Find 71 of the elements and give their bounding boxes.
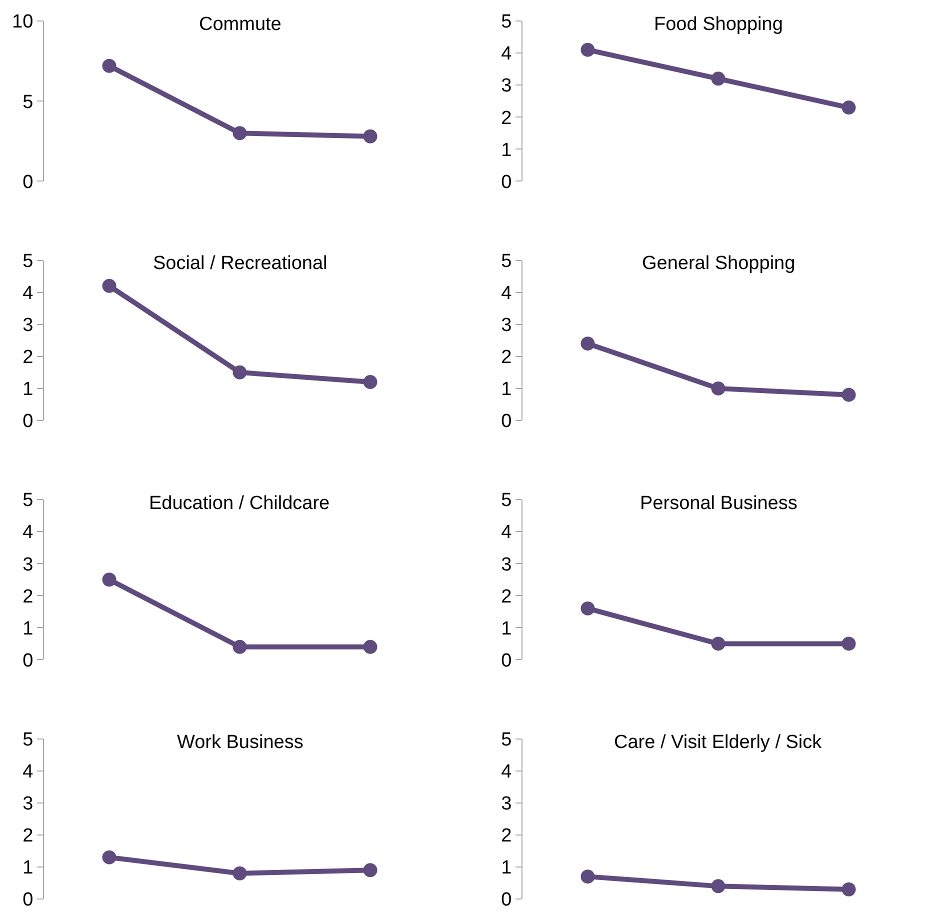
y-tick-label: 5 — [501, 250, 512, 272]
y-tick-label: 1 — [501, 858, 512, 879]
y-tick-label: 4 — [22, 522, 34, 544]
y-tick-label: 3 — [22, 794, 34, 815]
y-tick-label: 1 — [22, 618, 34, 640]
y-tick-label: 10 — [12, 12, 34, 33]
chart-title: General Shopping — [642, 253, 796, 274]
y-tick-label: 5 — [501, 729, 512, 750]
point — [102, 850, 116, 864]
point — [842, 882, 856, 896]
y-tick-label: 5 — [501, 12, 512, 33]
point — [363, 129, 378, 144]
chart-title: Commute — [199, 14, 282, 35]
y-tick-label: 2 — [22, 347, 34, 368]
y-tick-label: 5 — [501, 490, 512, 512]
y-tick-label: 4 — [22, 761, 34, 782]
point — [102, 58, 116, 73]
y-tick-label: 1 — [501, 618, 512, 640]
point — [711, 879, 726, 894]
point — [842, 100, 856, 115]
y-tick-label: 0 — [501, 650, 512, 672]
chart-title: Education / Childcare — [149, 493, 330, 514]
y-tick-label: 5 — [22, 92, 34, 113]
y-tick-label: 0 — [22, 411, 34, 432]
point — [232, 126, 247, 140]
y-tick-label: 2 — [501, 347, 512, 368]
point — [580, 42, 595, 57]
chart-title: Work Business — [177, 732, 304, 753]
point — [711, 381, 726, 396]
y-tick-label: 5 — [22, 729, 34, 750]
y-tick-label: 1 — [501, 379, 512, 400]
y-tick-label: 0 — [22, 172, 34, 193]
point — [711, 72, 726, 86]
y-tick-label: 3 — [22, 314, 34, 336]
y-tick-label: 5 — [22, 250, 34, 272]
y-tick-label: 3 — [22, 554, 34, 576]
point — [842, 388, 856, 402]
y-tick-label: 0 — [22, 890, 34, 911]
y-tick-label: 0 — [501, 411, 512, 432]
y-tick-label: 4 — [22, 282, 34, 304]
point — [363, 375, 378, 390]
y-tick-label: 3 — [501, 314, 512, 336]
chart-title: Care / Visit Elderly / Sick — [614, 732, 822, 753]
y-tick-label: 3 — [501, 76, 512, 97]
point — [232, 365, 247, 380]
y-tick-label: 5 — [22, 490, 34, 512]
point — [363, 863, 378, 878]
y-tick-label: 1 — [22, 379, 34, 400]
chart-title: Personal Business — [640, 493, 798, 514]
point — [580, 870, 595, 884]
y-tick-label: 2 — [501, 826, 512, 847]
point — [580, 336, 595, 351]
y-tick-label: 1 — [501, 140, 512, 161]
y-tick-label: 4 — [501, 761, 512, 782]
y-tick-label: 0 — [22, 650, 34, 672]
y-tick-label: 4 — [501, 522, 512, 544]
y-tick-label: 3 — [501, 794, 512, 815]
chart-title: Food Shopping — [654, 14, 783, 35]
y-tick-label: 2 — [22, 826, 34, 847]
y-tick-label: 2 — [501, 586, 512, 608]
y-tick-label: 2 — [22, 586, 34, 608]
y-tick-label: 0 — [501, 172, 512, 193]
y-tick-label: 4 — [501, 282, 512, 304]
chart-title: Social / Recreational — [153, 253, 328, 274]
y-tick-label: 4 — [501, 44, 512, 65]
point — [102, 278, 116, 293]
y-tick-label: 2 — [501, 108, 512, 129]
y-tick-label: 0 — [501, 890, 512, 911]
y-tick-label: 3 — [501, 554, 512, 576]
y-tick-label: 1 — [22, 858, 34, 879]
point — [232, 866, 247, 880]
